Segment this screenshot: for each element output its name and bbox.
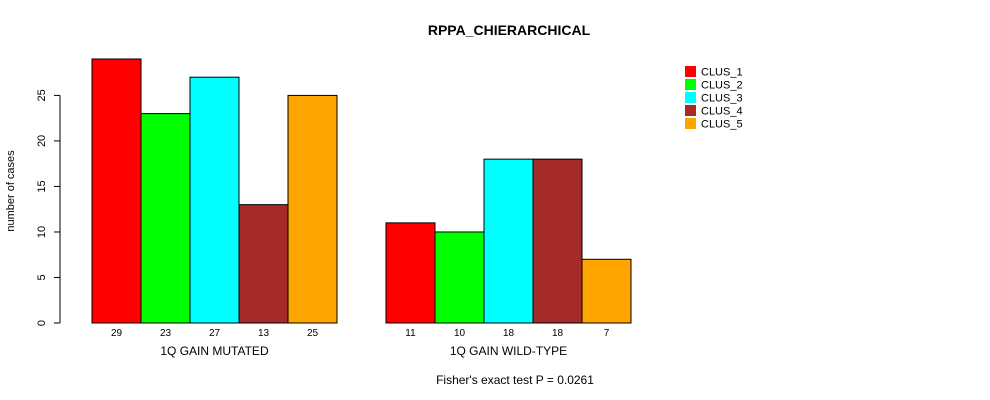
bars <box>91 58 632 324</box>
legend-label-clus-4: CLUS_4 <box>701 106 743 118</box>
y-tick-label-25: 25 <box>36 89 48 101</box>
group-label-2: 1Q GAIN WILD-TYPE <box>450 344 567 358</box>
bar-clus-4-group-1 <box>238 204 289 324</box>
bar-clus-2-group-2 <box>434 231 485 324</box>
y-tick-label-5: 5 <box>36 274 48 280</box>
count-label: 18 <box>503 328 515 339</box>
count-label: 27 <box>209 328 221 339</box>
legend-swatch-clus-4 <box>685 105 696 116</box>
y-tick-label-10: 10 <box>36 226 48 238</box>
legend-label-clus-1: CLUS_1 <box>701 67 743 79</box>
bar-clus-2-group-1 <box>140 113 191 324</box>
bar-clus-5-group-1 <box>287 94 338 324</box>
legend-swatch-clus-5 <box>685 118 696 129</box>
bar-clus-1-group-1 <box>91 58 142 324</box>
bar-clus-3-group-1 <box>189 76 240 324</box>
count-label: 13 <box>258 328 270 339</box>
chart-title: RPPA_CHIERARCHICAL <box>428 22 591 38</box>
y-tick-label-0: 0 <box>36 320 48 326</box>
y-axis: 0 5 10 15 20 25 <box>36 89 61 326</box>
legend-label-clus-5: CLUS_5 <box>701 119 743 131</box>
bar-clus-5-group-2 <box>581 258 632 324</box>
y-tick-label-20: 20 <box>36 135 48 147</box>
count-label: 25 <box>307 328 319 339</box>
fisher-test-label: Fisher's exact test P = 0.0261 <box>436 373 594 387</box>
count-label: 18 <box>552 328 564 339</box>
y-tick-label-15: 15 <box>36 180 48 192</box>
bar-clus-1-group-2 <box>385 222 436 324</box>
group-label-1: 1Q GAIN MUTATED <box>160 344 269 358</box>
bar-clus-3-group-2 <box>483 158 534 324</box>
count-label: 23 <box>160 328 172 339</box>
legend-swatch-clus-3 <box>685 92 696 103</box>
legend-label-clus-3: CLUS_3 <box>701 93 743 105</box>
legend-swatch-clus-1 <box>685 66 696 77</box>
count-label: 11 <box>405 328 416 339</box>
legend-swatch-clus-2 <box>685 79 696 90</box>
legend-label-clus-2: CLUS_2 <box>701 80 743 92</box>
count-label: 29 <box>111 328 123 339</box>
count-labels: 29 23 27 13 25 11 10 18 18 7 <box>111 328 610 339</box>
count-label: 10 <box>454 328 466 339</box>
group-labels: 1Q GAIN MUTATED 1Q GAIN WILD-TYPE <box>160 344 567 358</box>
count-label: 7 <box>604 328 610 339</box>
bar-clus-4-group-2 <box>532 158 583 324</box>
y-axis-label: number of cases <box>5 150 17 232</box>
